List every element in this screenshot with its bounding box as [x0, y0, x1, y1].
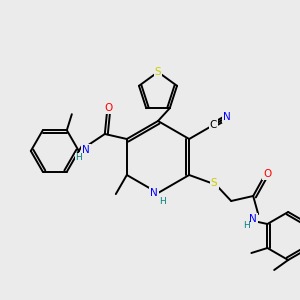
Text: N: N [150, 188, 158, 198]
Text: S: S [211, 178, 217, 188]
Text: N: N [224, 112, 231, 122]
Text: H: H [75, 154, 82, 163]
Text: S: S [155, 67, 161, 77]
Text: N: N [82, 145, 90, 155]
Text: H: H [243, 221, 250, 230]
Text: O: O [105, 103, 113, 113]
Text: C: C [210, 120, 217, 130]
Text: N: N [249, 214, 257, 224]
Text: O: O [263, 169, 271, 179]
Text: H: H [159, 196, 165, 206]
